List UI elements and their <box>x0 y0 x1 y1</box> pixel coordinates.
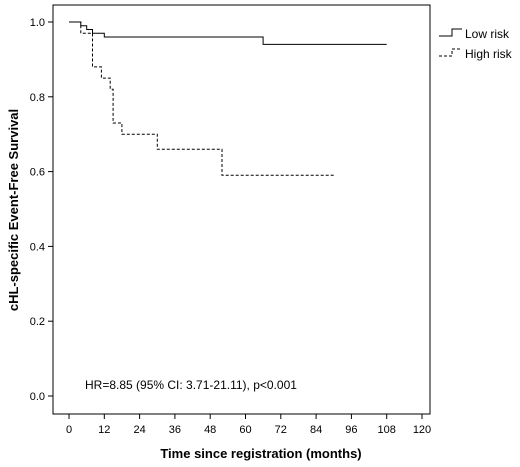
y-tick-label: 0.0 <box>30 391 45 403</box>
legend-label-high-risk: High risk <box>465 47 513 61</box>
x-tick-label: 120 <box>413 424 431 436</box>
plot-frame <box>52 4 431 415</box>
x-tick-label: 36 <box>169 424 181 436</box>
x-tick-label: 24 <box>133 424 145 436</box>
legend: Low risk High risk <box>439 27 513 61</box>
y-axis-title: cHL-specific Event-Free Survival <box>6 109 21 311</box>
x-tick-label: 60 <box>239 424 251 436</box>
x-tick-label: 48 <box>204 424 216 436</box>
series-line-high-risk <box>69 21 334 176</box>
y-tick-label: 1.0 <box>30 17 45 29</box>
y-tick-label: 0.6 <box>30 167 45 179</box>
hazard-ratio-annotation: HR=8.85 (95% CI: 3.71-21.11), p<0.001 <box>85 378 297 392</box>
y-tick-label: 0.8 <box>30 92 45 104</box>
series-layer <box>69 21 387 176</box>
x-axis: 0 12 24 36 48 60 72 84 96 108 120 <box>66 414 431 436</box>
x-tick-label: 0 <box>66 424 72 436</box>
x-tick-label: 96 <box>345 424 357 436</box>
x-tick-label: 108 <box>378 424 396 436</box>
y-axis: 0.0 0.2 0.4 0.6 0.8 1.0 <box>30 17 53 403</box>
y-tick-label: 0.4 <box>30 241 45 253</box>
legend-swatch-low-risk <box>439 28 462 37</box>
series-line-low-risk <box>69 21 387 45</box>
legend-swatch-high-risk <box>439 48 462 57</box>
x-tick-label: 84 <box>310 424 322 436</box>
x-tick-label: 12 <box>98 424 110 436</box>
legend-label-low-risk: Low risk <box>465 27 510 41</box>
x-tick-label: 72 <box>275 424 287 436</box>
y-tick-label: 0.2 <box>30 316 45 328</box>
x-axis-title: Time since registration (months) <box>160 446 361 461</box>
